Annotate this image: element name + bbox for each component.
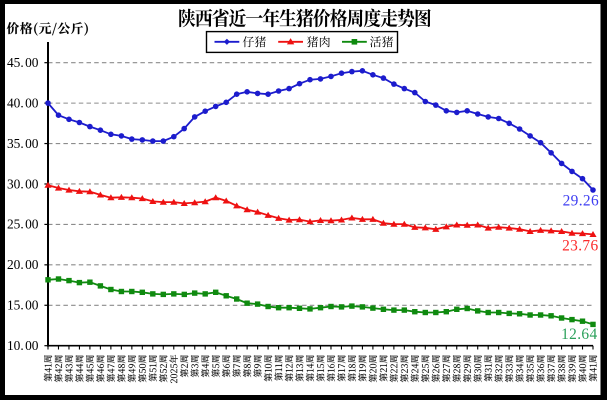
svg-text:25.00: 25.00 (7, 217, 39, 232)
svg-text:30.00: 30.00 (7, 176, 39, 191)
svg-text:45.00: 45.00 (7, 55, 39, 70)
svg-text:10.00: 10.00 (7, 338, 39, 353)
svg-text:40.00: 40.00 (7, 95, 39, 110)
svg-text:20.00: 20.00 (7, 257, 39, 272)
svg-text:35.00: 35.00 (7, 136, 39, 151)
svg-text:23.76: 23.76 (562, 237, 598, 254)
svg-text:12.64: 12.64 (561, 326, 597, 343)
svg-text:29.26: 29.26 (563, 192, 599, 209)
svg-text:15.00: 15.00 (7, 298, 39, 313)
